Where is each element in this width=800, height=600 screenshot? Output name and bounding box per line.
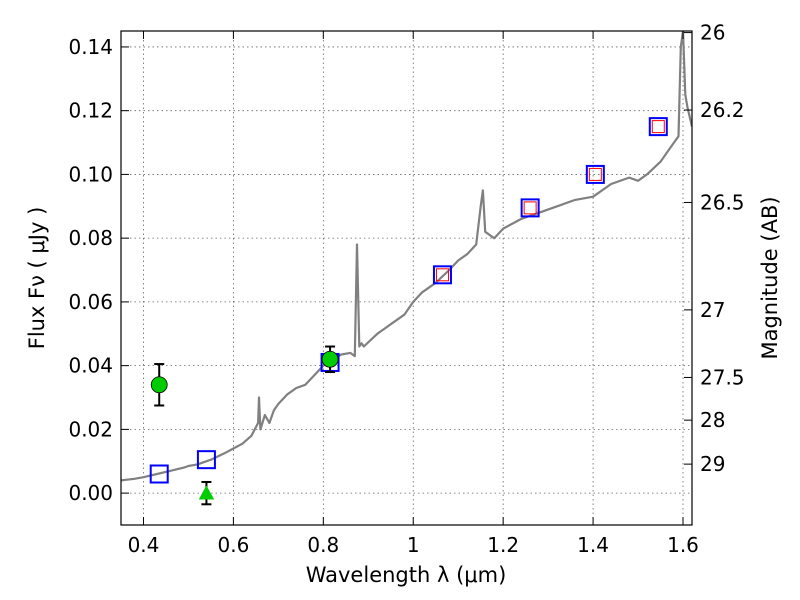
x-axis-label: Wavelength λ (μm) xyxy=(306,563,507,587)
data-point xyxy=(648,117,668,137)
data-point xyxy=(321,350,339,368)
data-point xyxy=(150,376,168,394)
data-point xyxy=(149,464,169,484)
plot-marks xyxy=(121,31,692,506)
series-model-spectrum xyxy=(121,31,692,482)
y2-tick-label: 26.5 xyxy=(700,190,745,214)
y-axis-label: Flux Fν ( μJy ) xyxy=(25,207,49,350)
y2-axis: 26 26.2 26.5 27 27.5 28 29 xyxy=(684,21,745,476)
series-blue-open-squares xyxy=(149,117,668,484)
x-tick-label: 0.8 xyxy=(307,533,339,557)
data-point xyxy=(520,198,540,218)
y-tick-label: 0.06 xyxy=(68,290,113,314)
x-tick-label: 0.4 xyxy=(128,533,160,557)
y-tick-label: 0.14 xyxy=(68,35,113,59)
y-tick-label: 0.00 xyxy=(68,481,113,505)
spectrum-line xyxy=(121,31,692,482)
x-tick-label: 1.2 xyxy=(487,533,519,557)
data-point xyxy=(435,268,449,282)
y2-axis-label: Magnitude (AB) xyxy=(758,196,782,359)
data-point xyxy=(523,201,537,215)
y-axis: 0.00 0.02 0.04 0.06 0.08 0.10 0.12 0.14 xyxy=(68,35,129,505)
y-tick-label: 0.12 xyxy=(68,99,113,123)
x-tick-label: 1.6 xyxy=(667,533,699,557)
y-tick-label: 0.04 xyxy=(68,354,113,378)
x-axis: 0.4 0.6 0.8 1 1.2 1.4 1.6 xyxy=(128,31,699,557)
data-point xyxy=(196,450,216,470)
series-red-small-squares xyxy=(435,120,665,282)
y2-tick-label: 27 xyxy=(700,298,725,322)
data-point xyxy=(198,485,215,500)
x-tick-label: 1.4 xyxy=(577,533,609,557)
x-tick-label: 1 xyxy=(407,533,420,557)
data-point xyxy=(585,164,605,184)
data-point xyxy=(588,167,602,181)
series-green-triangle xyxy=(198,480,215,506)
y2-tick-label: 26 xyxy=(700,21,725,45)
x-tick-label: 0.6 xyxy=(217,533,249,557)
grid xyxy=(121,31,692,525)
y-tick-label: 0.08 xyxy=(68,226,113,250)
data-point xyxy=(432,265,452,285)
y-tick-label: 0.02 xyxy=(68,417,113,441)
y2-tick-label: 27.5 xyxy=(700,365,745,389)
y2-tick-label: 26.2 xyxy=(700,98,745,122)
y2-tick-label: 29 xyxy=(700,452,725,476)
series-green-circles xyxy=(150,345,339,407)
y2-tick-label: 28 xyxy=(700,408,725,432)
plot-frame xyxy=(120,30,693,526)
y-tick-label: 0.10 xyxy=(68,162,113,186)
data-point xyxy=(651,120,665,134)
